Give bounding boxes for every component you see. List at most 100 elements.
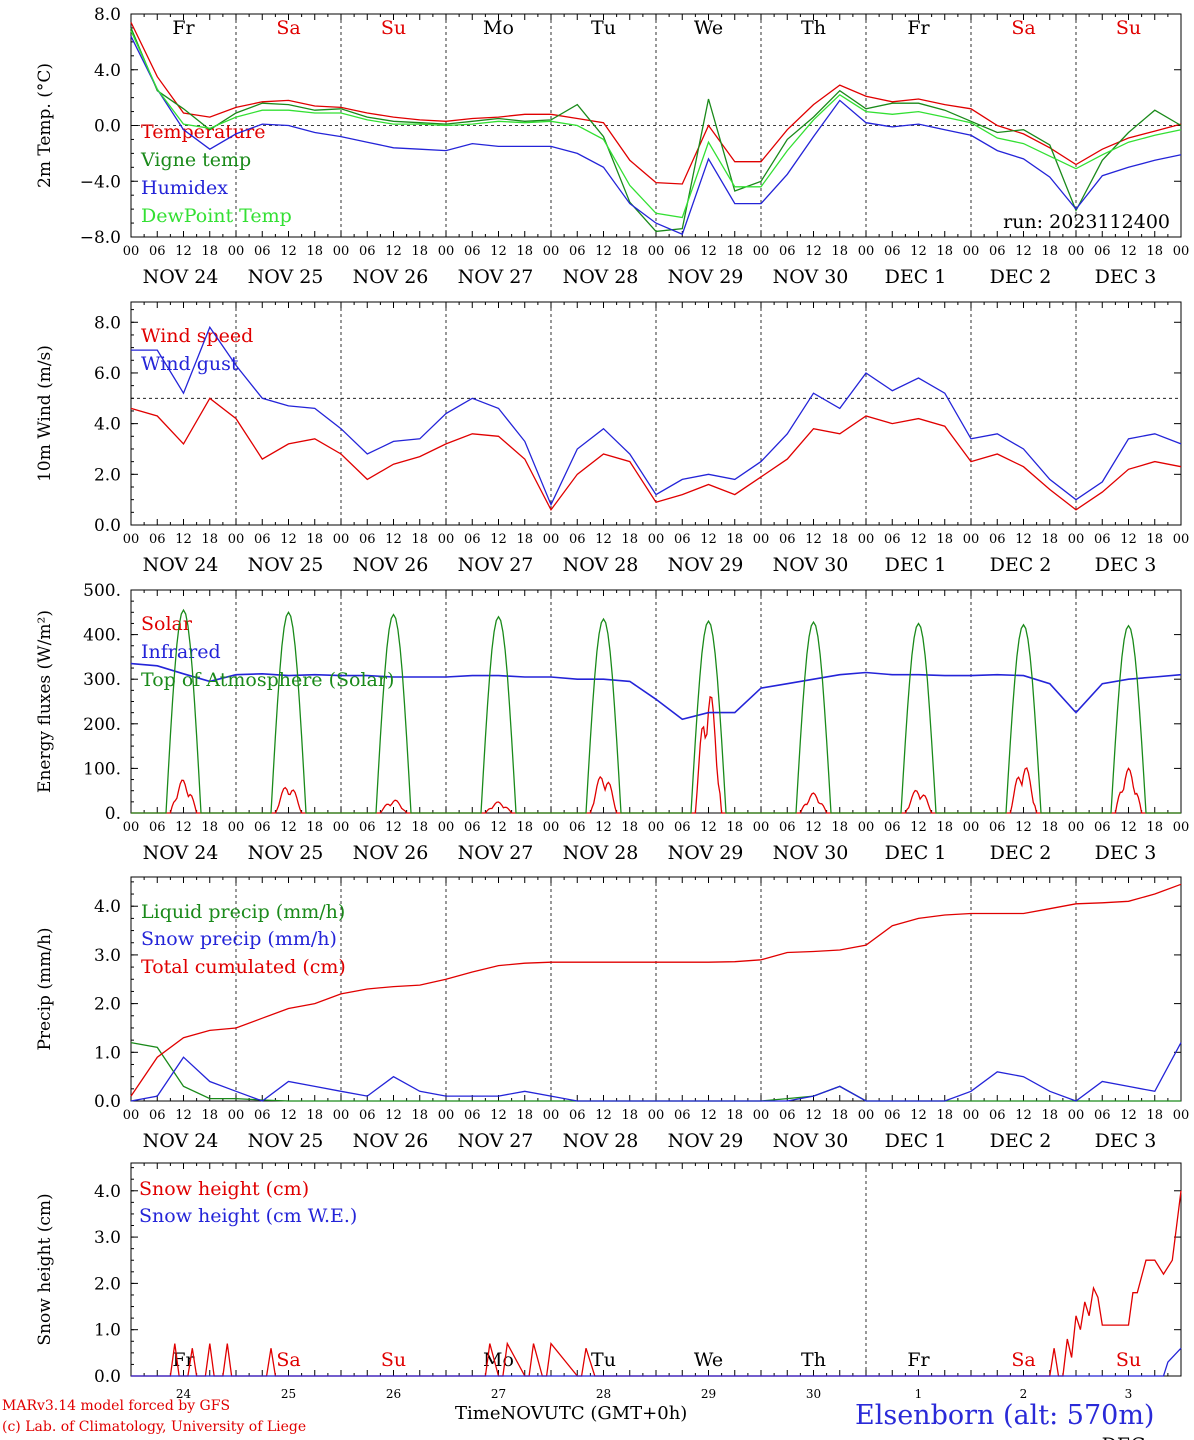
x-hour-label: 00 — [123, 244, 140, 259]
panel-2: 0.0 2.0 4.0 6.0 8.0 10m Wind (m/s) 00 06 12 18 00 0… — [35, 301, 1190, 576]
y-tick-label: 4.0 — [94, 1182, 121, 1202]
x-day-label: NOV 27 — [458, 842, 534, 864]
plot-frame — [130, 301, 1182, 526]
x-hour-label: 12 — [595, 1108, 612, 1123]
x-hour-label: 12 — [910, 244, 927, 259]
x-day-label: DEC 3 — [1095, 554, 1157, 576]
weekday-label: Tu — [591, 17, 616, 39]
x-hour-label: 00 — [753, 244, 770, 259]
x-hour-label: 12 — [805, 532, 822, 547]
x-hour-label: 00 — [1068, 1108, 1085, 1123]
x-hour-label: 12 — [385, 820, 402, 835]
x-hour-label: 00 — [228, 532, 245, 547]
y-tick-label: 400. — [83, 626, 121, 646]
x-hour-label: 12 — [1120, 820, 1137, 835]
x-hour-label: 06 — [884, 532, 901, 547]
x-hour-label: 00 — [228, 820, 245, 835]
x-hour-label: 00 — [1068, 244, 1085, 259]
y-tick-label: 2.0 — [94, 1274, 121, 1294]
x-day-label: DEC 3 — [1095, 266, 1157, 288]
x-hour-label: 18 — [831, 820, 848, 835]
x-hour-label: 18 — [1041, 244, 1058, 259]
x-hour-label: 00 — [963, 820, 980, 835]
x-hour-label: 12 — [1015, 532, 1032, 547]
weekday-label: Th — [801, 1349, 826, 1371]
x-day-label: DEC 1 — [885, 842, 947, 864]
x-hour-label: 18 — [726, 820, 743, 835]
x-hour-label: 06 — [674, 820, 691, 835]
series-line-snow-height-cm-w-e- — [131, 1347, 1182, 1377]
x-hour-label: 12 — [1120, 244, 1137, 259]
x-hour-label: 06 — [254, 1108, 271, 1123]
x-hour-label: 18 — [726, 532, 743, 547]
legend-entry: Solar — [141, 613, 193, 635]
x-day-label: DEC 1 — [885, 266, 947, 288]
model-credit: MARv3.14 model forced by GFS — [2, 1398, 231, 1414]
x-hour-label: 06 — [569, 532, 586, 547]
x-hour-label: 06 — [989, 244, 1006, 259]
weekday-label: Sa — [1011, 17, 1035, 39]
x-hour-label: 18 — [306, 1108, 323, 1123]
x-day-label: NOV 25 — [248, 842, 324, 864]
weekday-label: We — [694, 17, 723, 39]
series-line-infrared — [130, 662, 1182, 721]
x-hour-label: 00 — [648, 1108, 665, 1123]
legend-entry: Liquid precip (mm/h) — [141, 901, 345, 923]
x-hour-label: 06 — [359, 532, 376, 547]
x-day-label: DEC 1 — [885, 554, 947, 576]
run-annotation: run: 2023112400 — [1003, 211, 1170, 233]
x-hour-label: 00 — [228, 244, 245, 259]
y-tick-label: 0.0 — [94, 1367, 121, 1387]
series-line-vigne-temp — [130, 27, 1182, 233]
x-hour-label: 18 — [936, 244, 953, 259]
x-hour-label: 12 — [280, 532, 297, 547]
x-hour-label: 06 — [674, 532, 691, 547]
x-hour-label: 06 — [464, 244, 481, 259]
x-hour-label: 12 — [700, 1108, 717, 1123]
x-hour-label: 00 — [1068, 532, 1085, 547]
x-hour-label: 18 — [621, 532, 638, 547]
x-hour-label: 06 — [149, 532, 166, 547]
x-day-number: 30 — [806, 1387, 821, 1401]
x-hour-label: 00 — [438, 244, 455, 259]
x-hour-label: 06 — [1094, 244, 1111, 259]
x-day-number: 27 — [491, 1387, 506, 1401]
x-hour-label: 00 — [858, 820, 875, 835]
x-hour-label: 00 — [963, 532, 980, 547]
x-hour-label: 00 — [858, 532, 875, 547]
x-hour-label: 00 — [963, 1108, 980, 1123]
legend-entry: DewPoint Temp — [141, 205, 292, 227]
y-axis-title: 10m Wind (m/s) — [35, 345, 55, 482]
x-hour-label: 18 — [1146, 244, 1163, 259]
x-hour-label: 00 — [438, 820, 455, 835]
x-day-label: NOV 28 — [563, 1130, 639, 1152]
series-line-snow-precip-mm-h- — [130, 1042, 1182, 1102]
y-tick-label: −4.0 — [80, 172, 121, 192]
x-hour-label: 06 — [359, 1108, 376, 1123]
x-hour-label: 18 — [1146, 1108, 1163, 1123]
x-day-label: NOV 28 — [563, 266, 639, 288]
x-day-number: 28 — [596, 1387, 611, 1401]
weekday-label: Mo — [483, 17, 514, 39]
x-hour-label: 06 — [884, 1108, 901, 1123]
x-hour-label: 00 — [333, 532, 350, 547]
x-day-label: NOV 26 — [353, 266, 429, 288]
x-day-label: NOV 25 — [248, 1130, 324, 1152]
x-day-label: NOV 30 — [773, 266, 849, 288]
x-hour-label: 18 — [831, 1108, 848, 1123]
x-hour-label: 12 — [280, 1108, 297, 1123]
x-hour-label: 00 — [1173, 532, 1190, 547]
x-hour-label: 00 — [1173, 244, 1190, 259]
series-line-top-of-atmosphere-solar- — [131, 608, 1181, 814]
x-hour-label: 06 — [464, 820, 481, 835]
weekday-label: Sa — [1011, 1349, 1035, 1371]
x-hour-label: 00 — [228, 1108, 245, 1123]
x-hour-label: 12 — [490, 244, 507, 259]
x-day-number: 26 — [386, 1387, 401, 1401]
x-hour-label: 18 — [936, 820, 953, 835]
x-day-label: NOV 24 — [143, 1130, 219, 1152]
panel-4: 0.0 1.0 2.0 3.0 4.0 Precip (mm/h) 00 06 12 18 00 06… — [35, 876, 1189, 1152]
x-hour-label: 00 — [123, 820, 140, 835]
x-hour-label: 18 — [1146, 532, 1163, 547]
panel-5: 0.0 1.0 2.0 3.0 4.0 Snow height (cm) 24 25 26 27 2… — [35, 1162, 1182, 1440]
